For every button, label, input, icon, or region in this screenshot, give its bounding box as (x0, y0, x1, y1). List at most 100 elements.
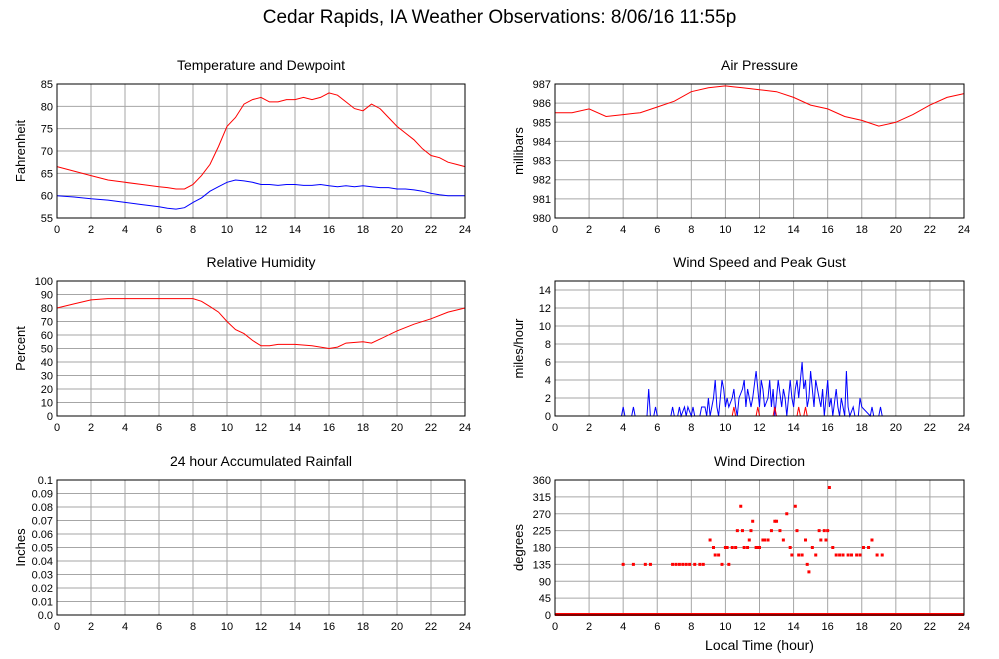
rainfall-y-tick-label: 0.02 (32, 583, 53, 595)
pressure-y-tick-label: 985 (533, 117, 551, 129)
wind-direction-point (875, 553, 879, 557)
rainfall-y-tick-label: 0.01 (32, 597, 53, 609)
temperature-x-tick-label: 24 (459, 224, 471, 236)
humidity-x-tick-label: 22 (425, 422, 437, 434)
wind-direction-point (751, 519, 755, 523)
wind-direction-point (754, 546, 758, 549)
pressure-x-tick-label: 22 (924, 224, 936, 236)
wind-speed-y-tick-label: 4 (545, 375, 551, 387)
pressure-y-tick-label: 982 (533, 175, 551, 187)
rainfall-x-tick-label: 0 (54, 621, 60, 633)
humidity-y-tick-label: 70 (41, 317, 53, 329)
pressure-x-tick-label: 2 (586, 224, 592, 236)
temperature-x-tick-label: 0 (54, 224, 60, 236)
temperature-y-tick-label: 75 (41, 124, 53, 136)
wind-direction-point (827, 486, 831, 489)
wind-direction-x-tick-label: 22 (924, 621, 936, 633)
pressure-x-tick-label: 16 (822, 224, 834, 236)
wind-direction-y-tick-label: 0 (545, 610, 551, 622)
pressure-y-tick-label: 983 (533, 156, 551, 168)
humidity-y-tick-label: 30 (41, 371, 53, 383)
wind-direction-y-axis-label: degrees (511, 524, 526, 571)
rainfall-x-tick-label: 6 (156, 621, 162, 633)
wind-direction-point (810, 546, 814, 549)
wind-speed-x-tick-label: 12 (753, 422, 765, 434)
humidity-y-tick-label: 100 (35, 276, 53, 288)
wind-direction-point (735, 529, 739, 533)
wind-speed-y-tick-label: 14 (539, 285, 551, 297)
temperature-y-tick-label: 85 (41, 79, 53, 91)
wind-direction-x-tick-label: 0 (552, 621, 558, 633)
rainfall-x-tick-label: 24 (459, 621, 471, 633)
rainfall-x-tick-label: 10 (221, 621, 233, 633)
humidity-x-tick-label: 0 (54, 422, 60, 434)
rainfall-y-tick-label: 0.07 (32, 516, 53, 528)
wind-direction-x-tick-label: 10 (719, 621, 731, 633)
temperature-x-tick-label: 6 (156, 224, 162, 236)
wind-speed-x-tick-label: 4 (620, 422, 626, 434)
wind-direction-point (822, 529, 826, 533)
wind-direction-point (804, 538, 808, 542)
wind-speed-x-tick-label: 14 (787, 422, 799, 434)
wind-direction-x-tick-label: 12 (753, 621, 765, 633)
wind-direction-y-tick-label: 225 (533, 526, 551, 538)
pressure-x-tick-label: 18 (856, 224, 868, 236)
temperature-x-tick-label: 8 (190, 224, 196, 236)
rainfall-y-tick-label: 0.04 (32, 556, 53, 568)
rainfall-frame (56, 479, 466, 616)
wind-speed-x-tick-label: 20 (890, 422, 902, 434)
temperature-frame (56, 83, 466, 219)
wind-direction-point (723, 546, 727, 549)
pressure-x-tick-label: 10 (719, 224, 731, 236)
temperature-x-tick-label: 22 (425, 224, 437, 236)
wind-direction-y-tick-label: 180 (533, 543, 551, 555)
wind-direction-point (730, 546, 734, 549)
wind-direction-point (824, 538, 828, 542)
wind-direction-y-tick-label: 315 (533, 492, 551, 504)
humidity-y-tick-label: 0 (47, 411, 53, 423)
pressure-x-tick-label: 14 (787, 224, 799, 236)
temperature-y-tick-label: 80 (41, 101, 53, 113)
wind-direction-point (775, 519, 779, 523)
pressure-x-tick-label: 8 (688, 224, 694, 236)
rainfall-y-axis-label: Inches (13, 528, 28, 567)
humidity-y-tick-label: 20 (41, 384, 53, 396)
pressure-frame (554, 83, 965, 219)
wind-direction-point (747, 538, 751, 542)
humidity-x-tick-label: 8 (190, 422, 196, 434)
temperature-y-tick-label: 65 (41, 168, 53, 180)
wind-direction-point (681, 562, 685, 566)
wind-direction-point (826, 529, 830, 533)
wind-direction-point (817, 529, 821, 533)
wind-direction-point (769, 529, 773, 533)
rainfall-y-tick-label: 0.05 (32, 543, 53, 555)
wind-direction-point (749, 529, 753, 533)
wind-speed-y-tick-label: 2 (545, 393, 551, 405)
pressure-series-line (555, 85, 965, 127)
wind-direction-point (677, 562, 681, 566)
wind-direction-point (834, 553, 838, 557)
humidity-x-tick-label: 12 (255, 422, 267, 434)
humidity-y-tick-label: 40 (41, 357, 53, 369)
wind-direction-x-tick-label: 24 (958, 621, 970, 633)
wind-direction-point (766, 538, 770, 542)
wind-direction-x-tick-label: 18 (856, 621, 868, 633)
wind-direction-x-tick-label: 20 (890, 621, 902, 633)
wind-direction-point (880, 553, 884, 557)
temperature-x-tick-label: 12 (255, 224, 267, 236)
rainfall-x-tick-label: 20 (391, 621, 403, 633)
humidity-x-tick-label: 4 (122, 422, 128, 434)
wind-direction-y-tick-label: 45 (539, 593, 551, 605)
pressure-y-tick-label: 981 (533, 194, 551, 206)
wind-speed-frame (554, 280, 965, 417)
wind-speed-x-tick-label: 10 (719, 422, 731, 434)
wind-direction-point (756, 546, 760, 549)
wind-speed-y-tick-label: 6 (545, 357, 551, 369)
wind-direction-y-tick-label: 270 (533, 509, 551, 521)
humidity-x-tick-label: 2 (88, 422, 94, 434)
wind-direction-point (684, 562, 688, 566)
wind-direction-point (797, 553, 801, 557)
wind-direction-point (648, 562, 652, 566)
